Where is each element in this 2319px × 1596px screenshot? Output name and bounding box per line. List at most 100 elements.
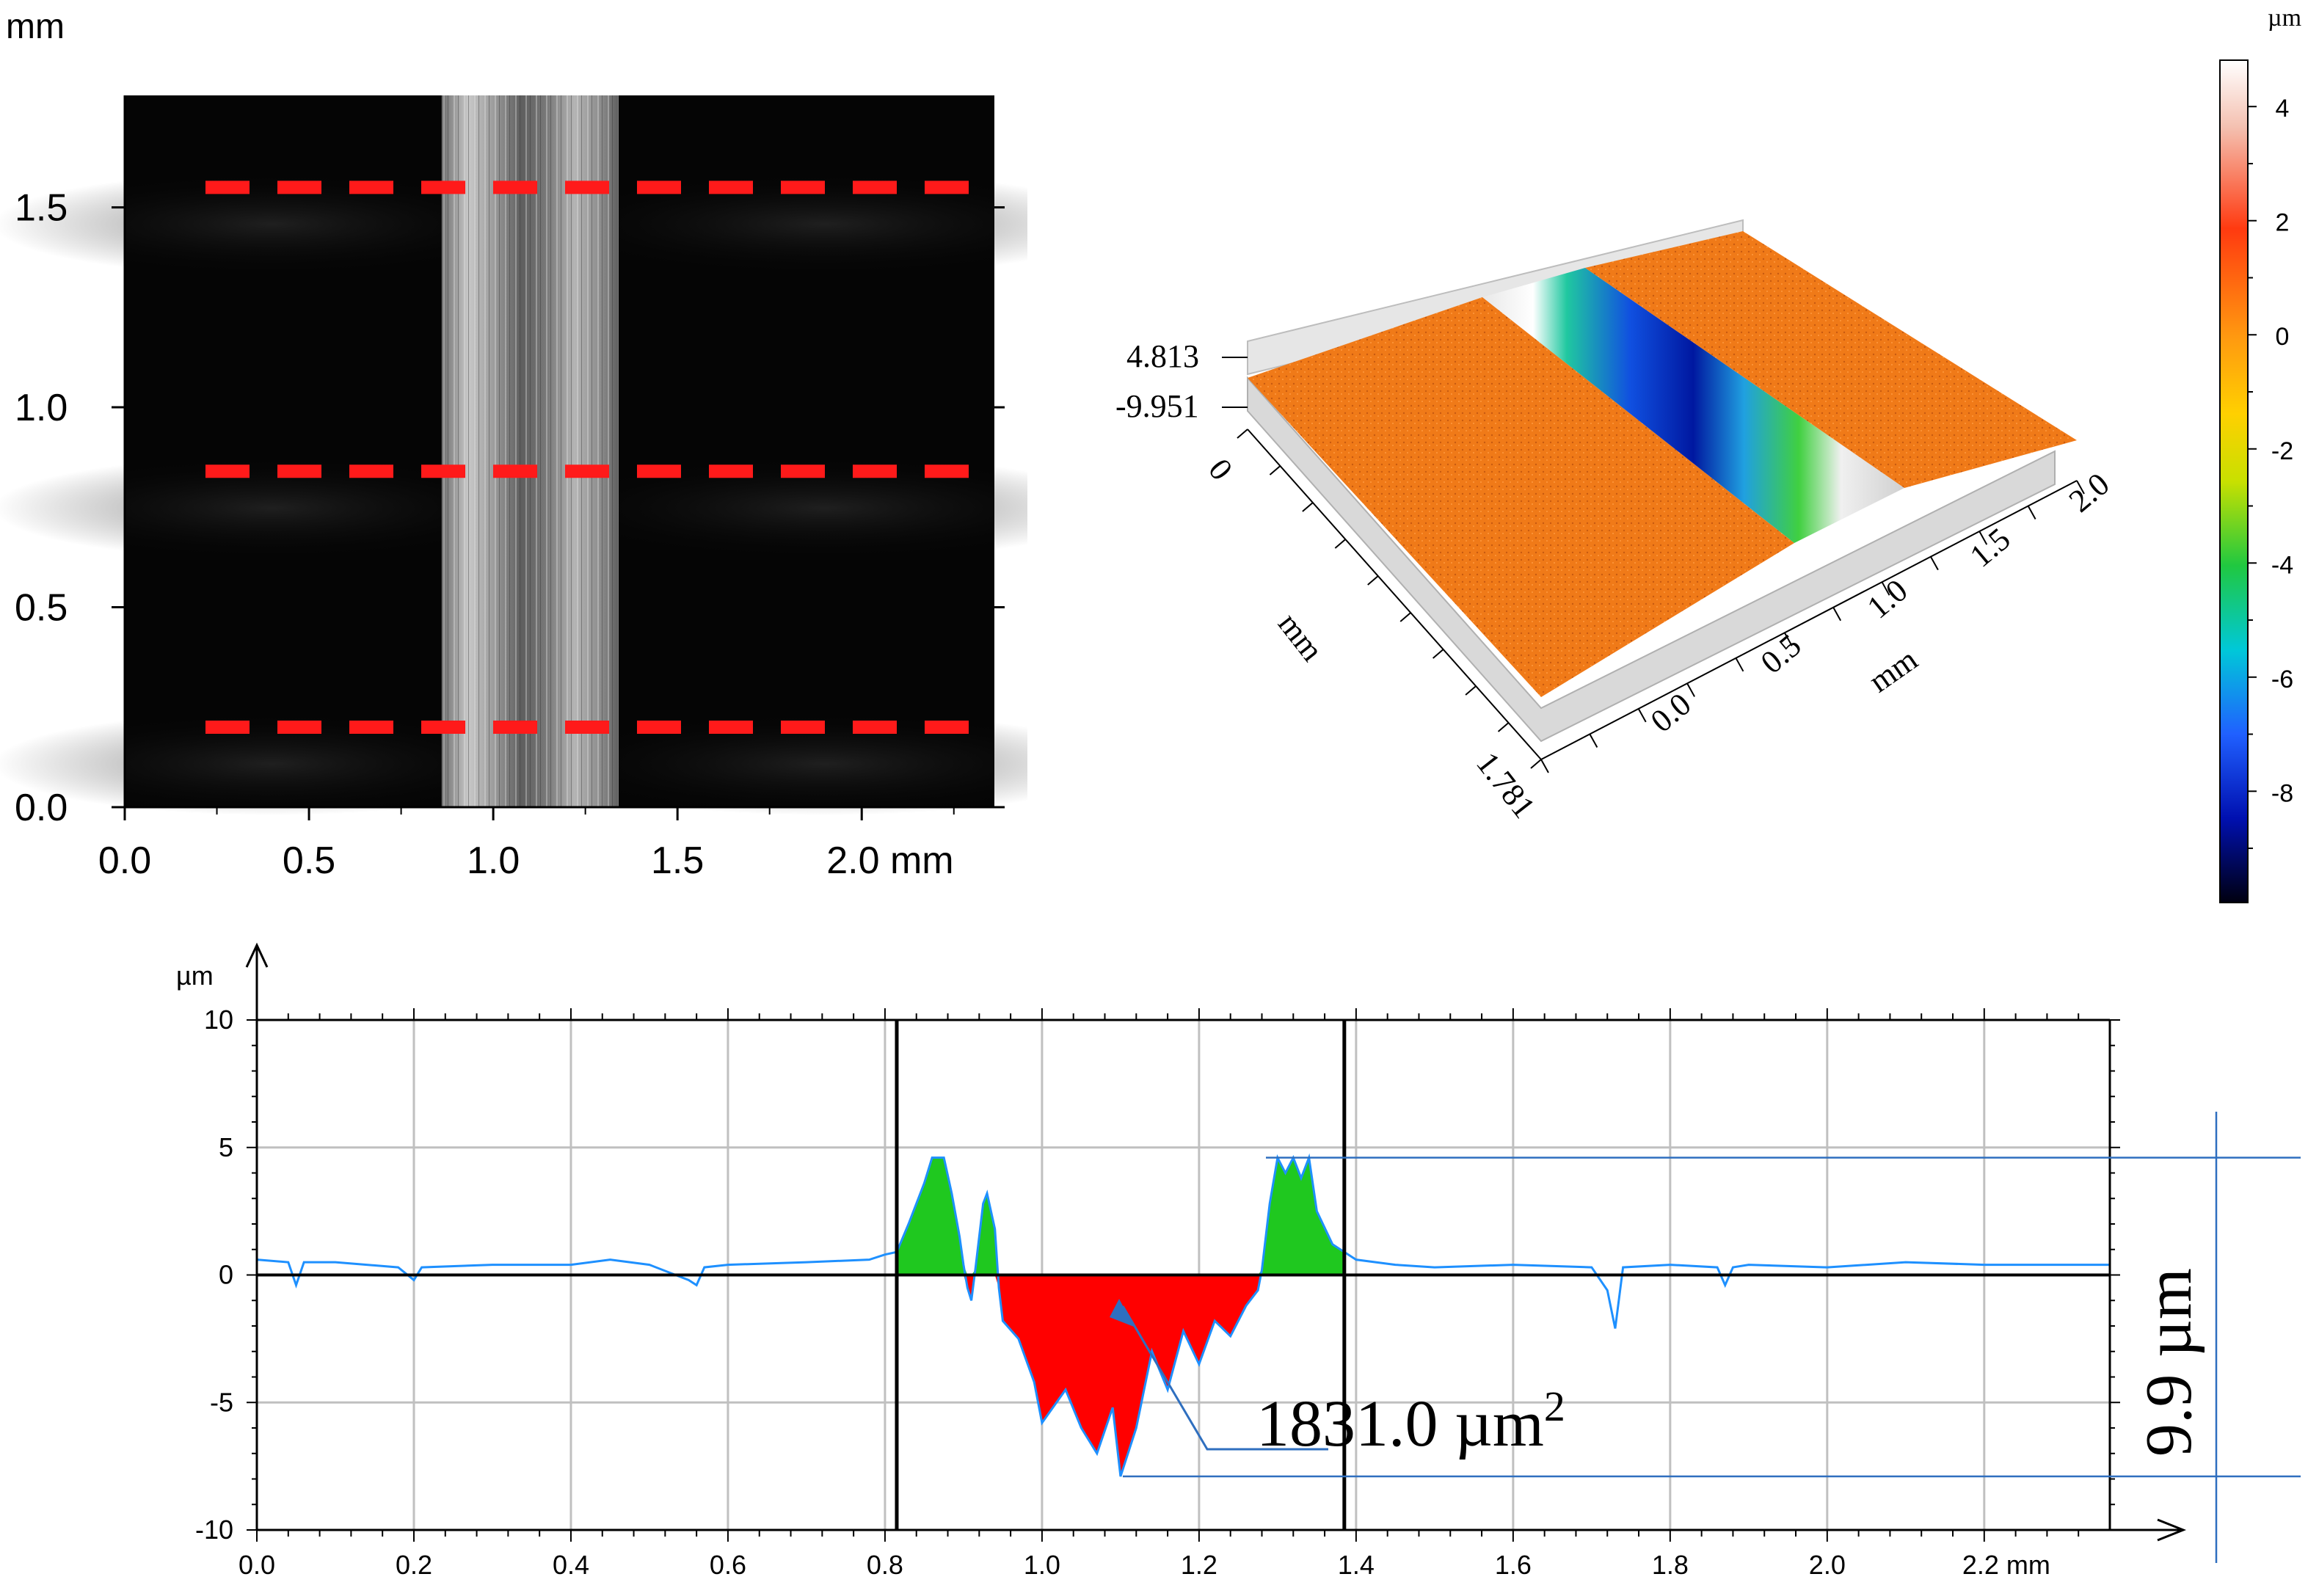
profile-line bbox=[256, 1153, 2110, 1477]
y-axis-3d-tick bbox=[1367, 575, 1379, 586]
profile-x-tick-label: 0.2 bbox=[396, 1550, 432, 1580]
map-x-tick-label: 0.5 bbox=[283, 839, 335, 882]
x-axis-3d-tick bbox=[1735, 657, 1744, 672]
y-axis-3d-tick bbox=[1432, 649, 1444, 659]
z-min-label: -9.951 bbox=[1115, 388, 1199, 424]
y-axis-3d-tick bbox=[1269, 465, 1281, 475]
profile-y-tick-label: -10 bbox=[195, 1515, 233, 1545]
intensity-map-unit-label: mm bbox=[6, 7, 65, 46]
x-axis-3d-tick bbox=[1783, 632, 1793, 646]
y-axis-3d-tick bbox=[1497, 722, 1510, 732]
y-axis-3d-ticks bbox=[1237, 429, 1542, 769]
x-axis-3d-tick bbox=[1832, 607, 1842, 622]
topography-3d-panel: 4.813 -9.951 0 1.781 mm 2.01.51.00.50.0 … bbox=[1115, 4, 2301, 903]
map-y-tick-label: 1.0 bbox=[15, 387, 68, 429]
x-axis-3d-tick bbox=[1686, 682, 1695, 697]
pileup-area-right bbox=[1258, 1157, 1344, 1275]
depth-annotation-label: 9.9 µm bbox=[2133, 1268, 2205, 1457]
x-axis-3d-tick-label: 0.0 bbox=[1644, 686, 1698, 740]
profile-x-tick-label: 1.0 bbox=[1024, 1550, 1060, 1580]
profile-y-unit: µm bbox=[176, 961, 214, 991]
x-axis-3d-tick bbox=[1881, 581, 1890, 596]
y-axis-3d-tick bbox=[1399, 612, 1411, 622]
profile-x-tick-label: 0.8 bbox=[867, 1550, 903, 1580]
y-axis-3d-tick bbox=[1530, 759, 1542, 769]
profile-series-line bbox=[256, 1153, 2110, 1477]
x-axis-3d-tick bbox=[1540, 759, 1549, 773]
profile-x-axis-arrow bbox=[2157, 1518, 2187, 1542]
map-glow-left-0 bbox=[0, 713, 551, 815]
colorbar-ticks: 4 2 0 -2 -4 -6 -8 bbox=[2248, 95, 2293, 850]
y-axis-3d-start-label: 0 bbox=[1201, 452, 1239, 487]
colorbar-tick-label: -6 bbox=[2271, 666, 2293, 693]
wear-track-texture bbox=[441, 95, 619, 807]
colorbar bbox=[2219, 59, 2249, 903]
profile-annotations bbox=[1110, 1112, 2301, 1563]
wear-area bbox=[959, 1275, 1262, 1477]
x-axis-3d-tick-label: 1.0 bbox=[1860, 572, 1915, 626]
surface-wear-groove bbox=[1482, 268, 1904, 543]
x-axis-3d-tick-label: 0.5 bbox=[1754, 627, 1808, 681]
y-axis-3d-tick bbox=[1302, 502, 1314, 512]
map-y-tick-label: 1.5 bbox=[15, 187, 68, 230]
profile-x-tick-label: 2.0 bbox=[1809, 1550, 1846, 1580]
intensity-map-plot-area bbox=[0, 95, 1027, 815]
profile-x-tick-label: 1.2 bbox=[1181, 1550, 1217, 1580]
surface-left-plateau bbox=[1248, 297, 1794, 697]
y-axis-3d-unit: mm bbox=[1271, 606, 1330, 668]
profile-y-tick-label: 0 bbox=[219, 1260, 233, 1290]
map-x-tick-label: 2.0 mm bbox=[826, 839, 953, 882]
profile-x-tick-label: 1.8 bbox=[1652, 1550, 1689, 1580]
colorbar-tick-label: 4 bbox=[2276, 95, 2290, 123]
pileup-area-left bbox=[896, 1157, 1000, 1275]
x-axis-3d-unit: mm bbox=[1863, 641, 1924, 699]
z-max-label: 4.813 bbox=[1126, 338, 1199, 374]
profile-y-tick-label: 10 bbox=[204, 1005, 233, 1035]
colorbar-tick-label: 0 bbox=[2276, 323, 2290, 351]
profile-y-tick-label: -5 bbox=[210, 1387, 233, 1417]
profile-x-tick-label: 1.4 bbox=[1338, 1550, 1375, 1580]
profile-x-tick-label: 0.6 bbox=[710, 1550, 746, 1580]
y-axis-3d-tick bbox=[1465, 685, 1477, 696]
map-x-tick-label: 1.0 bbox=[467, 839, 520, 882]
colorbar-unit: µm bbox=[2268, 4, 2301, 32]
area-leader-arrowhead bbox=[1110, 1299, 1134, 1327]
x-axis-3d-tick bbox=[2076, 480, 2085, 495]
map-glow-right-0 bbox=[531, 713, 1027, 815]
map-glow-right-2 bbox=[531, 172, 1027, 276]
profile-x-tick-label: 0.0 bbox=[239, 1550, 275, 1580]
x-axis-3d bbox=[1540, 480, 2078, 760]
map-x-tick-label: 1.5 bbox=[651, 839, 704, 882]
profile-area-fills bbox=[896, 1157, 1344, 1477]
map-y-tick-label: 0.0 bbox=[15, 787, 68, 829]
x-axis-3d-tick bbox=[1930, 556, 1939, 571]
intensity-map-axes: 0.0 0.5 1.0 1.5 2.0 mm 0.0 0.5 1.0 1.5 bbox=[15, 95, 1005, 882]
map-glow-right-1 bbox=[531, 456, 1027, 560]
x-axis-3d-tick bbox=[1637, 708, 1647, 723]
map-glow-left-1 bbox=[0, 456, 551, 560]
x-axis-3d-tick bbox=[2027, 506, 2036, 520]
x-axis-3d-tick-label: 1.5 bbox=[1963, 521, 2017, 575]
colorbar-tick-label: -4 bbox=[2271, 551, 2293, 579]
profile-chart-panel: 0.0 0.2 0.4 0.6 0.8 1.0 1.2 1.4 1.6 1.8 2.0 2.2 mm 1… bbox=[176, 942, 2301, 1580]
profile-x-tick-label: 0.4 bbox=[553, 1550, 589, 1580]
intensity-map-panel: 0.0 0.5 1.0 1.5 2.0 mm 0.0 0.5 1.0 1.5 mm bbox=[0, 7, 1027, 882]
profile-y-tick-label: 5 bbox=[219, 1132, 233, 1162]
map-y-tick-label: 0.5 bbox=[15, 587, 68, 630]
profile-axes: 0.0 0.2 0.4 0.6 0.8 1.0 1.2 1.4 1.6 1.8 2.0 2.2 mm 1… bbox=[195, 942, 2187, 1580]
x-axis-3d-tick-label: 2.0 bbox=[2062, 466, 2116, 520]
surface-right-plateau bbox=[1585, 231, 2077, 488]
y-axis-3d-end-label: 1.781 bbox=[1469, 746, 1543, 825]
map-glow-left-2 bbox=[0, 172, 551, 276]
x-axis-3d-tick bbox=[1978, 531, 1988, 545]
area-leader-line bbox=[1121, 1305, 1328, 1451]
area-annotation-label: 1831.0 µm2 bbox=[1256, 1382, 1565, 1460]
y-axis-3d bbox=[1247, 429, 1542, 760]
colorbar-tick-label: -2 bbox=[2271, 437, 2293, 465]
map-x-tick-label: 0.0 bbox=[98, 839, 151, 882]
y-axis-3d-tick bbox=[1237, 429, 1248, 439]
colorbar-tick-label: -8 bbox=[2271, 779, 2293, 807]
profile-x-tick-label: 1.6 bbox=[1495, 1550, 1532, 1580]
profile-y-axis-arrow bbox=[245, 942, 269, 968]
x-axis-3d-tick bbox=[1589, 733, 1598, 748]
